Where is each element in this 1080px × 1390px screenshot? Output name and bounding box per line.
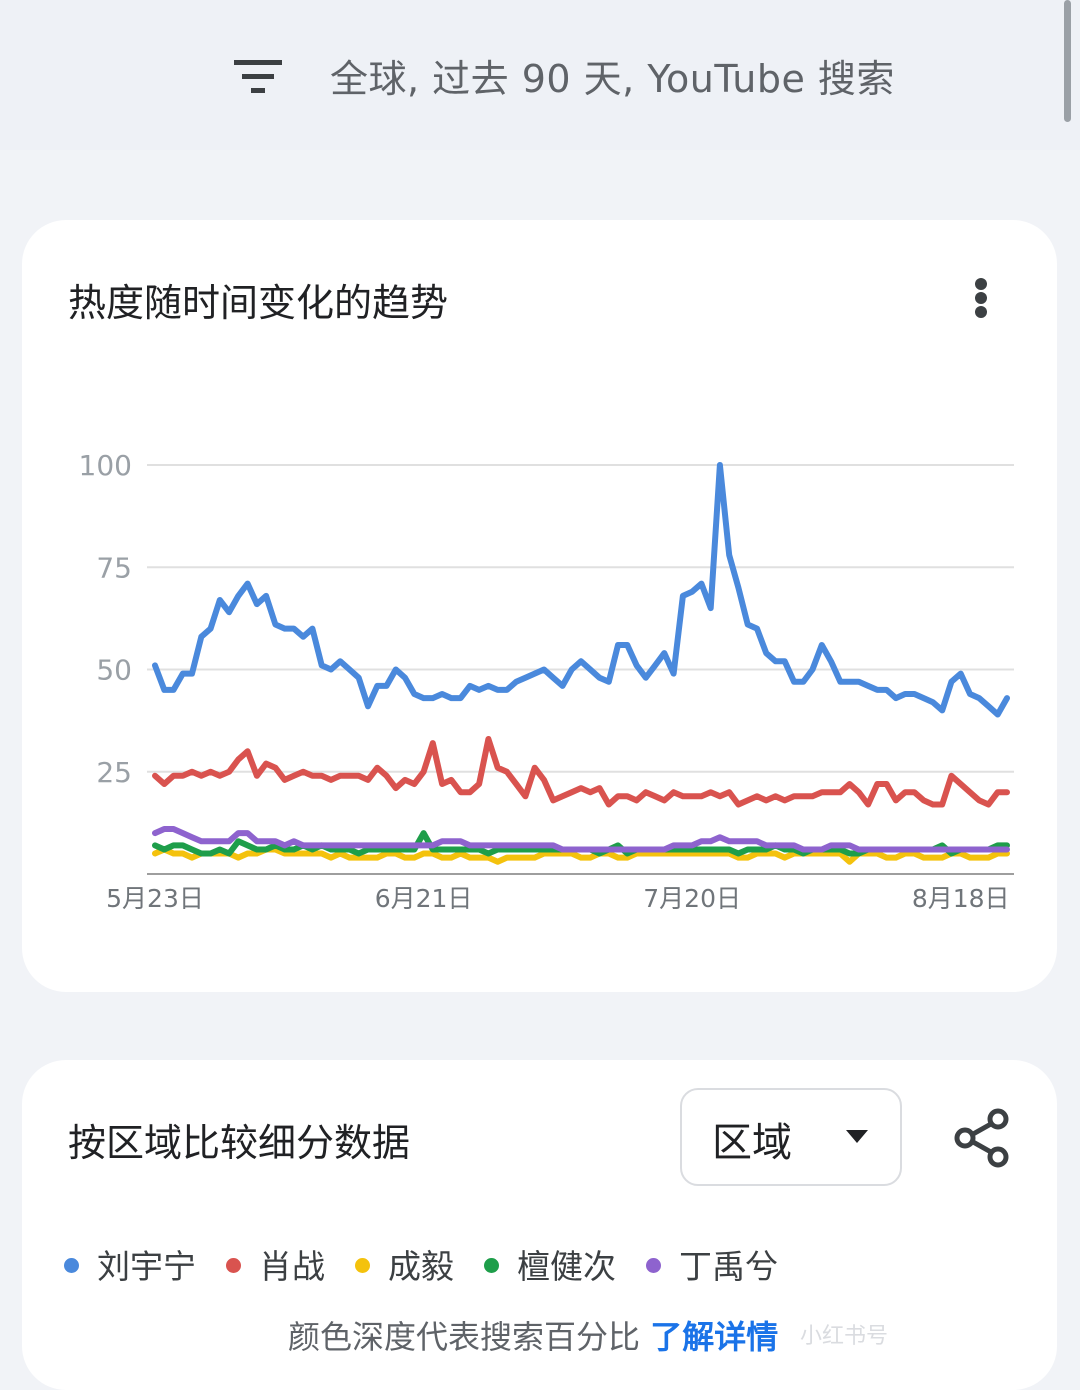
legend-item: 刘宇宁: [64, 1240, 196, 1288]
legend-item: 丁禹兮: [646, 1240, 778, 1288]
y-tick-label: 100: [79, 449, 132, 482]
watermark: 小红书号: [800, 1324, 889, 1349]
share-icon[interactable]: [954, 1108, 1010, 1168]
trend-card: 热度随时间变化的趋势 100 75 50 25 5月23日 6月21日 7月20日 8月18日: [22, 220, 1057, 992]
series-line-1: [152, 462, 1010, 718]
legend-item: 肖战: [226, 1240, 325, 1288]
trend-card-title: 热度随时间变化的趋势: [68, 281, 449, 325]
legend-dot: [64, 1258, 79, 1273]
trend-line-chart: 100 75 50 25 5月23日 6月21日 7月20日 8月18日: [79, 449, 1014, 913]
filter-summary[interactable]: 全球, 过去 90 天, YouTube 搜索: [330, 57, 895, 101]
legend-label: 刘宇宁: [97, 1247, 196, 1286]
series-line-2: [152, 736, 1010, 808]
legend-item: 成毅: [355, 1240, 454, 1288]
dropdown-arrow-icon: [846, 1130, 868, 1143]
color-depth-footnote: 颜色深度代表搜索百分比 了解详情: [288, 1312, 778, 1358]
x-tick-label: 8月18日: [912, 884, 1010, 913]
legend-dot: [226, 1258, 241, 1273]
series-line-5: [152, 826, 1010, 853]
x-tick-label: 6月21日: [375, 884, 473, 913]
legend-label: 丁禹兮: [679, 1247, 778, 1286]
legend-dot: [355, 1258, 370, 1273]
legend-item: 檀健次: [484, 1240, 616, 1288]
x-tick-label: 5月23日: [106, 884, 204, 913]
legend-dot: [484, 1258, 499, 1273]
x-tick-label: 7月20日: [643, 884, 741, 913]
region-card: 按区域比较细分数据 区域 刘宇宁 肖战 成毅 檀健次 丁禹兮 颜色深度代表搜索百分比 了…: [22, 1060, 1057, 1390]
region-dropdown-value: 区域: [712, 1120, 792, 1166]
footnote-text: 颜色深度代表搜索百分比: [288, 1318, 641, 1356]
more-vert-icon[interactable]: [968, 274, 996, 322]
region-card-title: 按区域比较细分数据: [68, 1121, 411, 1165]
y-tick-label: 75: [96, 551, 132, 584]
legend-label: 成毅: [388, 1247, 454, 1286]
y-tick-label: 50: [96, 654, 132, 687]
y-tick-label: 25: [96, 756, 132, 789]
scrollbar[interactable]: [1064, 0, 1071, 122]
legend-dot: [646, 1258, 661, 1273]
legend-label: 檀健次: [517, 1247, 616, 1286]
chart-legend: 刘宇宁 肖战 成毅 檀健次 丁禹兮: [64, 1240, 808, 1286]
filter-bar[interactable]: 全球, 过去 90 天, YouTube 搜索: [0, 0, 1080, 150]
filter-icon[interactable]: [230, 56, 286, 96]
legend-label: 肖战: [259, 1247, 325, 1286]
learn-more-link[interactable]: 了解详情: [650, 1318, 779, 1356]
region-dropdown[interactable]: 区域: [680, 1088, 902, 1186]
